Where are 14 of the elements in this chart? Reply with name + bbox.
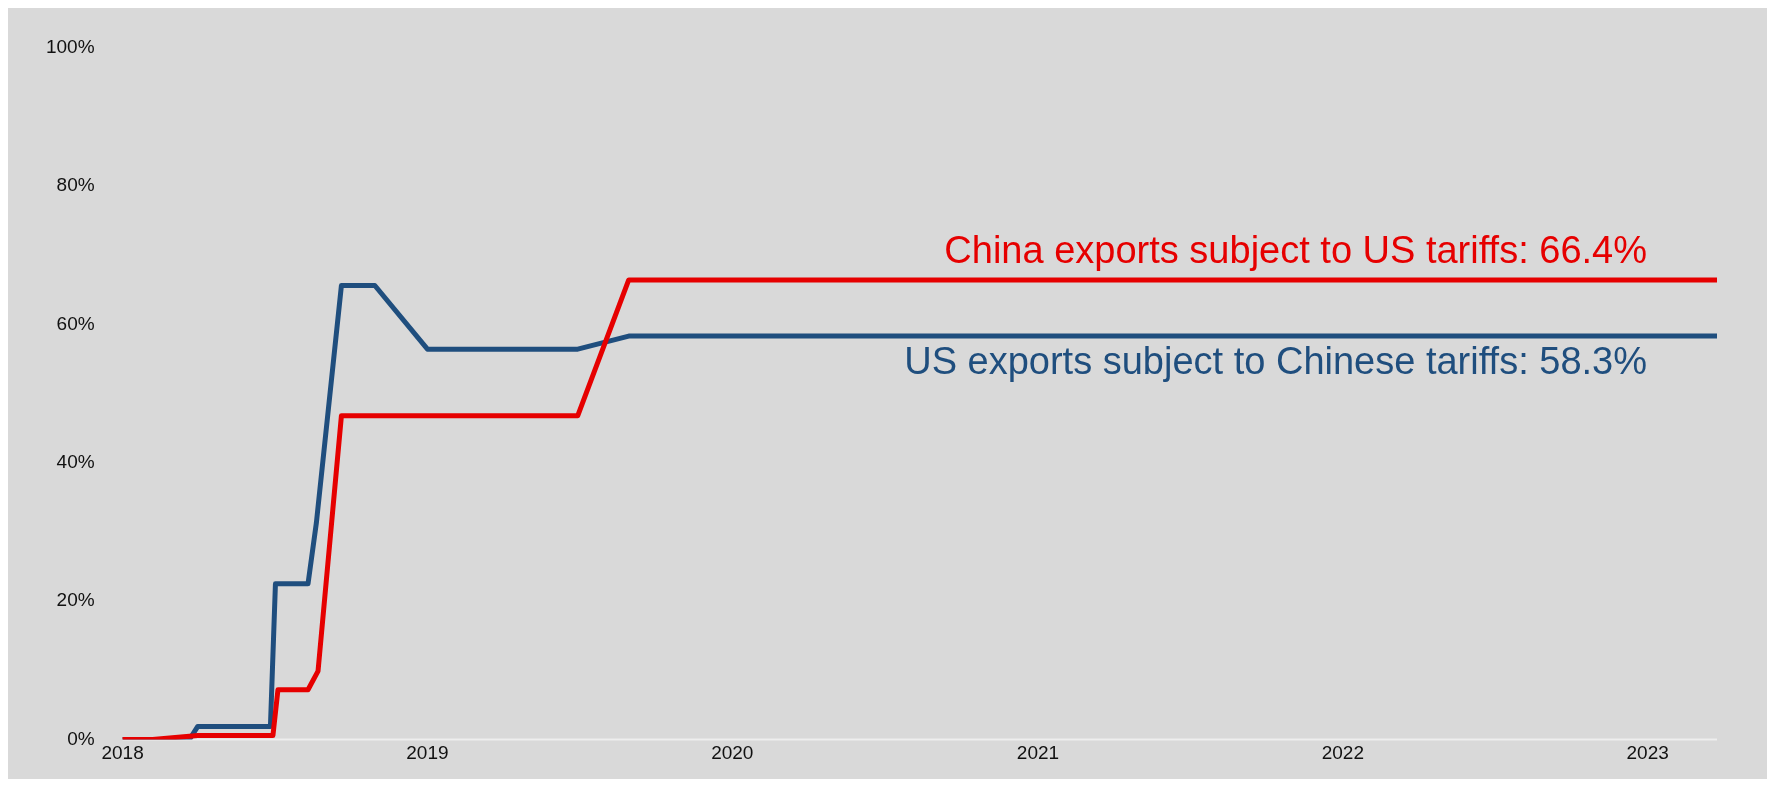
x-tick-label: 2023 <box>1626 742 1669 764</box>
series-label: US exports subject to Chinese tariffs: 58.3% <box>904 339 1647 382</box>
x-tick-label: 2019 <box>406 742 449 764</box>
y-tick-label: 60% <box>56 312 95 334</box>
series-label: China exports subject to US tariffs: 66.4% <box>944 229 1647 272</box>
y-tick-label: 20% <box>56 589 95 611</box>
y-tick-label: 80% <box>56 174 95 196</box>
y-tick-label: 100% <box>45 35 95 57</box>
x-tick-label: 2020 <box>711 742 754 764</box>
x-tick-label: 2022 <box>1321 742 1364 764</box>
x-tick-label: 2021 <box>1016 742 1060 764</box>
x-tick-label: 2018 <box>101 742 144 764</box>
y-tick-label: 0% <box>67 727 95 749</box>
y-tick-label: 40% <box>56 450 95 472</box>
